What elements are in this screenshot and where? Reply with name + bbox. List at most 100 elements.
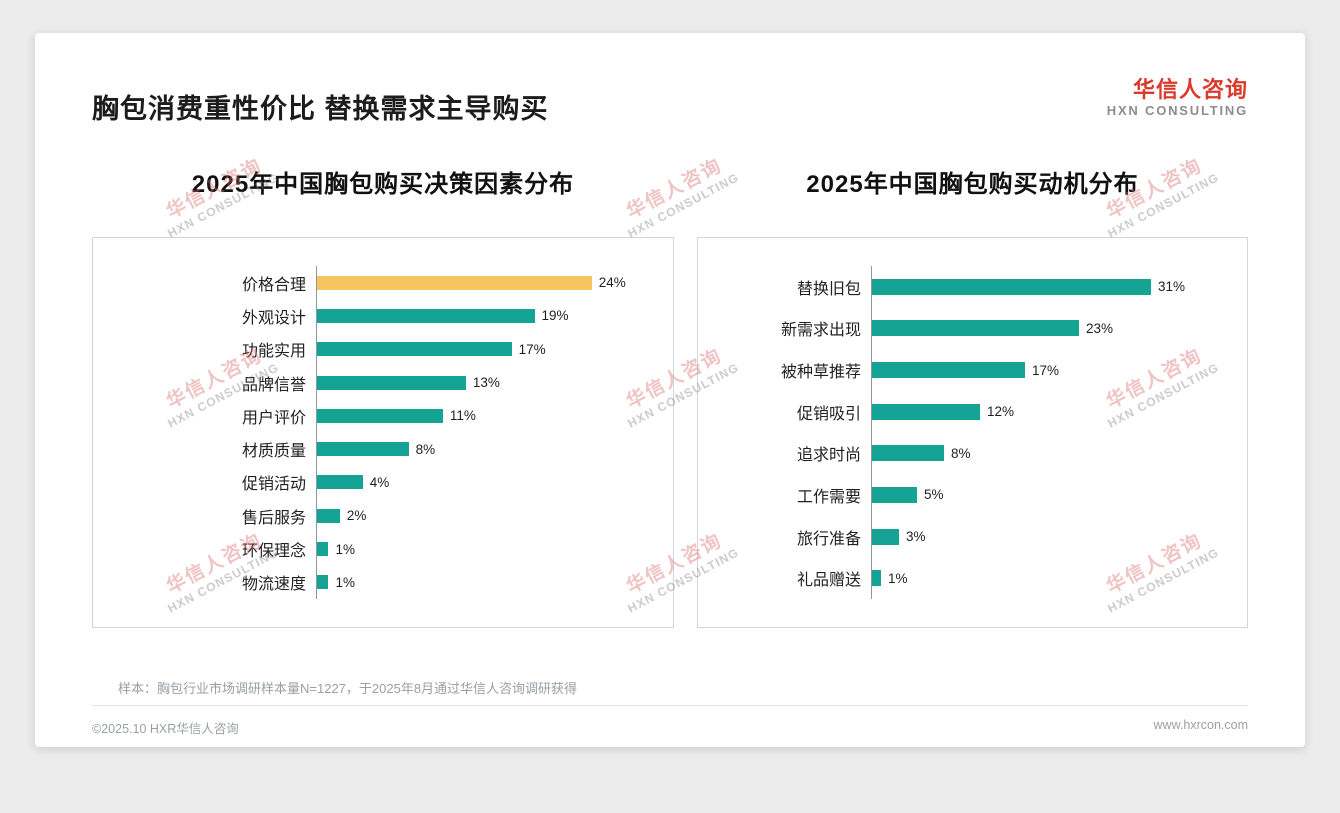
- bar: [872, 403, 980, 420]
- bar: [317, 575, 329, 590]
- bar-row: 被种草推荐 17%: [716, 349, 1223, 391]
- bar-category-label: 促销活动: [241, 476, 306, 494]
- bar-category-label: 环保理念: [241, 543, 306, 561]
- bar-category-label: 物流速度: [241, 576, 306, 594]
- bar-value-label: 3%: [906, 529, 926, 545]
- bar: [317, 408, 443, 423]
- bar-value-label: 19%: [541, 308, 569, 324]
- report-card: 胸包消费重性价比 替换需求主导购买 华信人咨询 HXN CONSULTING 2…: [35, 33, 1305, 747]
- bar-track: 3%: [871, 515, 1223, 558]
- bar-category-label: 促销吸引: [796, 405, 861, 423]
- bar-row: 工作需要 5%: [716, 474, 1223, 516]
- bar: [872, 278, 1151, 295]
- bar-track: 13%: [316, 365, 649, 400]
- charts-area: 2025年中国胸包购买决策因素分布 价格合理 24% 外观设计 19% 功能实用 17% 品…: [92, 164, 1248, 628]
- bar-row: 促销吸引 12%: [716, 390, 1223, 433]
- bar-value-label: 1%: [335, 541, 355, 557]
- footer: ©2025.10 HXR华信人咨询 www.hxrcon.com: [92, 705, 1248, 737]
- bar: [317, 442, 409, 457]
- bar-row: 旅行准备 3%: [716, 515, 1223, 558]
- bar-category-label: 新需求出现: [780, 322, 861, 340]
- logo-name-cn: 华信人咨询: [1132, 77, 1248, 102]
- bar-value-label: 4%: [369, 474, 390, 490]
- bar-track: 5%: [871, 474, 1223, 516]
- bar-track: 17%: [871, 349, 1223, 391]
- bar-track: 1%: [316, 532, 649, 566]
- company-logo: 华信人咨询 HXN CONSULTING: [1107, 77, 1248, 119]
- header: 胸包消费重性价比 替换需求主导购买 华信人咨询 HXN CONSULTING: [92, 77, 1248, 126]
- bar-category-label: 用户评价: [241, 409, 306, 427]
- bar-track: 2%: [316, 499, 649, 533]
- bar-category-label: 被种草推荐: [780, 364, 861, 382]
- bar-value-label: 31%: [1158, 279, 1186, 295]
- bar-track: 23%: [871, 307, 1223, 350]
- bar-category-label: 工作需要: [796, 488, 861, 506]
- bar: [317, 308, 535, 323]
- bar-category-label: 价格合理: [241, 276, 306, 294]
- bar-value-label: 23%: [1086, 320, 1114, 336]
- bar: [317, 275, 592, 290]
- chart-title-right: 2025年中国胸包购买动机分布: [806, 171, 1139, 198]
- bar-row: 价格合理 24%: [111, 266, 649, 300]
- bar-category-label: 旅行准备: [796, 530, 861, 548]
- logo-name-en: HXN CONSULTING: [1106, 103, 1248, 119]
- bar-track: 12%: [871, 390, 1223, 433]
- bar: [872, 445, 944, 462]
- bar-row: 品牌信誉 13%: [111, 365, 649, 400]
- bar: [317, 542, 329, 557]
- bar-row: 礼品赠送 1%: [716, 557, 1223, 599]
- bar: [317, 375, 466, 390]
- bar-category-label: 材质质量: [241, 443, 306, 461]
- bar-value-label: 17%: [518, 341, 546, 357]
- bar-category-label: 功能实用: [241, 343, 306, 361]
- bar-track: 8%: [316, 432, 649, 466]
- chart-title-left: 2025年中国胸包购买决策因素分布: [191, 171, 575, 198]
- bar-category-label: 礼品赠送: [796, 572, 861, 590]
- bar-rows: 替换旧包 31% 新需求出现 23% 被种草推荐 17% 促销吸引 12% 追求时尚 8% 工作需要…: [716, 266, 1223, 599]
- bar-category-label: 品牌信誉: [241, 376, 306, 394]
- bar-track: 11%: [316, 399, 649, 433]
- bar-value-label: 1%: [335, 574, 355, 590]
- bar-track: 24%: [316, 266, 649, 300]
- bar-value-label: 12%: [987, 404, 1015, 420]
- bar-row: 用户评价 11%: [111, 399, 649, 433]
- bar-rows: 价格合理 24% 外观设计 19% 功能实用 17% 品牌信誉 13% 用户评价 11% 材质质量 8…: [111, 266, 649, 599]
- bar-value-label: 13%: [472, 375, 500, 391]
- bar-track: 17%: [316, 332, 649, 366]
- bar-row: 替换旧包 31%: [716, 266, 1223, 308]
- bar-category-label: 替换旧包: [796, 280, 861, 298]
- bar-track: 8%: [871, 432, 1223, 475]
- bar: [872, 570, 881, 587]
- bar-row: 材质质量 8%: [111, 432, 649, 466]
- bar-row: 新需求出现 23%: [716, 307, 1223, 350]
- bar-row: 追求时尚 8%: [716, 432, 1223, 475]
- footer-copyright: ©2025.10 HXR华信人咨询: [92, 722, 239, 736]
- bar: [872, 486, 917, 503]
- bar-row: 售后服务 2%: [111, 499, 649, 533]
- bar-track: 19%: [316, 299, 649, 333]
- bar-category-label: 售后服务: [241, 509, 306, 527]
- bar: [872, 320, 1079, 337]
- footer-website: www.hxrcon.com: [1153, 718, 1248, 732]
- bar: [317, 508, 340, 523]
- bar-row: 促销活动 4%: [111, 465, 649, 500]
- decision-factors-chart-col: 2025年中国胸包购买决策因素分布 价格合理 24% 外观设计 19% 功能实用 17% 品…: [92, 164, 674, 628]
- bar-value-label: 11%: [449, 408, 476, 424]
- purchase-motivation-chart: 替换旧包 31% 新需求出现 23% 被种草推荐 17% 促销吸引 12% 追求时尚 8% 工作需要…: [697, 237, 1248, 628]
- bar-value-label: 1%: [887, 570, 908, 586]
- bar-track: 4%: [316, 465, 649, 500]
- purchase-motivation-chart-col: 2025年中国胸包购买动机分布 替换旧包 31% 新需求出现 23% 被种草推荐 17% 促…: [697, 164, 1248, 628]
- sample-note: 样本：胸包行业市场调研样本量N=1227，于2025年8月通过华信人咨询调研获得: [118, 681, 578, 696]
- bar-row: 环保理念 1%: [111, 532, 649, 566]
- bar-track: 1%: [871, 557, 1223, 599]
- bar-row: 功能实用 17%: [111, 332, 649, 366]
- bar-value-label: 24%: [598, 275, 626, 291]
- bar: [872, 528, 899, 545]
- bar-category-label: 追求时尚: [796, 447, 861, 465]
- bar-category-label: 外观设计: [241, 309, 306, 327]
- bar-row: 物流速度 1%: [111, 565, 649, 599]
- bar: [872, 362, 1025, 379]
- bar: [317, 342, 512, 357]
- bar-value-label: 5%: [924, 487, 944, 503]
- bar-track: 31%: [871, 266, 1223, 308]
